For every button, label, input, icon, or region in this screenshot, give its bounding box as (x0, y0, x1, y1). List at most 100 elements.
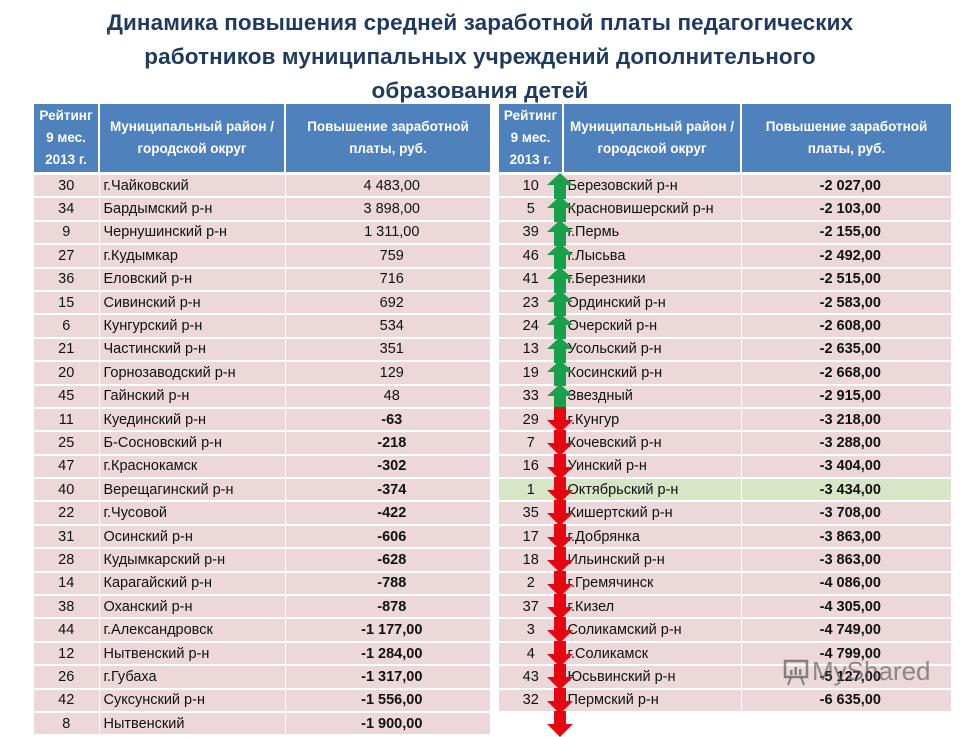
district-cell: Чернушинский р-н (99, 220, 286, 246)
rank-cell: 23 (499, 290, 564, 316)
increase-cell: -374 (285, 477, 573, 504)
table-row: 43 Юсьвинский р-н -5 127,00 (499, 665, 951, 690)
increase-cell: 129 (285, 360, 573, 387)
increase-cell: -3 708,00 (741, 501, 951, 526)
table-row: 7 Кочевский р-н -3 288,00 (499, 431, 951, 456)
increase-cell: 759 (285, 243, 573, 270)
arrow-down-icon (546, 570, 574, 597)
increase-cell: 4 483,00 (285, 173, 573, 199)
increase-value: -3 863,00 (819, 551, 881, 568)
rank-cell: 34 (34, 197, 100, 222)
district-cell: Оханский р-н (99, 595, 286, 620)
district-cell: г.Чусовой (99, 501, 286, 526)
increase-cell: -4 086,00 (741, 571, 951, 597)
district-cell: Березовский р-н (563, 173, 742, 199)
increase-cell: -3 218,00 (741, 407, 951, 433)
rank-cell: 45 (34, 384, 100, 409)
table-row: 46 г.Лысьва -2 492,00 (499, 244, 951, 269)
district-cell: Октябрьский р-н (563, 478, 742, 503)
table-row: 11 Куединский р-н -63 (34, 406, 573, 433)
district-cell: Кунгурский р-н (99, 314, 286, 339)
table-row: 31 Осинский р-н -606 (34, 523, 573, 550)
table-row: 21 Частинский р-н 351 (34, 336, 573, 363)
table-header-row: Рейтинг 9 мес. 2013 г. Муниципальный рай… (499, 104, 951, 175)
district-cell: Куединский р-н (99, 407, 286, 433)
arrow-down-icon (546, 430, 574, 457)
table-row: 33 Звездный -2 915,00 (499, 384, 951, 409)
table-row: 15 Сивинский р-н 692 (34, 289, 573, 316)
title-line-3: образования детей (371, 78, 589, 103)
arrow-down-icon (546, 453, 574, 480)
increase-value: -2 155,00 (819, 224, 881, 241)
district-cell: Бардымский р-н (99, 197, 286, 222)
district-cell: г.Александровск (99, 618, 286, 643)
increase-cell: -218 (285, 430, 573, 457)
district-cell: Б-Сосновский р-н (99, 431, 286, 456)
title-line-2: работников муниципальных учреждений допо… (144, 44, 816, 69)
arrow-up-icon (546, 336, 574, 363)
rank-cell: 15 (34, 290, 100, 316)
table-row: 34 Бардымский р-н 3 898,00 (34, 196, 573, 223)
table-row: 23 Ординский р-н -2 583,00 (499, 290, 951, 316)
district-cell: г.Губаха (99, 665, 286, 690)
rank-cell: 39 (499, 220, 564, 246)
increase-value: -2 492,00 (819, 247, 881, 264)
increase-cell: -3 863,00 (741, 548, 951, 573)
increase-value: -3 863,00 (819, 528, 881, 545)
increase-cell: -878 (285, 594, 573, 621)
rank-cell: 17 (499, 524, 564, 550)
rank-cell: 30 (34, 173, 100, 199)
increase-value: -4 086,00 (819, 575, 881, 592)
increase-value: -4 305,00 (819, 598, 881, 615)
right-table-body: 10 Березовский р-н -2 027,00 5 Красновишерск… (499, 173, 951, 714)
increase-cell: -2 583,00 (741, 290, 951, 316)
table-row: 38 Оханский р-н -878 (34, 594, 573, 621)
rank-cell: 43 (499, 665, 564, 690)
district-cell: Юсьвинский р-н (563, 665, 742, 690)
rank-cell: 42 (34, 688, 100, 714)
increase-value: -2 103,00 (819, 201, 881, 218)
rank-cell: 35 (499, 501, 564, 526)
district-cell: г.Гремячинск (563, 571, 742, 597)
district-cell: Нытвенский (99, 711, 286, 737)
increase-cell: -302 (285, 453, 573, 480)
increase-value: -788 (377, 575, 407, 592)
district-cell: г.Соликамск (563, 641, 742, 667)
rank-cell: 31 (34, 524, 100, 550)
increase-value: -1 317,00 (361, 668, 423, 685)
header-rank: Рейтинг 9 мес. 2013 г. (499, 104, 564, 175)
increase-cell: -2 515,00 (741, 267, 951, 292)
table-row: 26 г.Губаха -1 317,00 (34, 664, 573, 691)
increase-cell: -3 434,00 (741, 478, 951, 503)
rank-cell: 24 (499, 314, 564, 339)
arrow-up-icon (546, 219, 574, 246)
district-cell: Гайнский р-н (99, 384, 286, 409)
arrow-down-icon (546, 617, 574, 644)
arrow-up-icon (546, 360, 574, 387)
increase-cell: -628 (285, 547, 573, 574)
table-row: 42 Суксунский р-н -1 556,00 (34, 687, 573, 714)
increase-value: -374 (377, 481, 407, 498)
rank-cell: 38 (34, 595, 100, 620)
table-row: 25 Б-Сосновский р-н -218 (34, 430, 573, 457)
district-cell: г.Чайковский (99, 173, 286, 199)
right-ranking-table: Рейтинг 9 мес. 2013 г. Муниципальный рай… (499, 104, 951, 714)
rank-cell: 44 (34, 618, 100, 643)
district-cell: Еловский р-н (99, 267, 286, 292)
increase-value: -2 027,00 (819, 177, 881, 194)
district-cell: Очерский р-н (563, 314, 742, 339)
increase-value: -1 900,00 (361, 715, 423, 732)
increase-cell: 692 (285, 289, 573, 316)
rank-cell: 13 (499, 337, 564, 363)
table-row: 30 г.Чайковский 4 483,00 (34, 173, 573, 199)
increase-cell: 1 311,00 (285, 219, 573, 246)
increase-cell: -1 900,00 (285, 710, 573, 737)
rank-cell: 18 (499, 548, 564, 573)
table-row: 22 г.Чусовой -422 (34, 500, 573, 527)
district-cell: Красновишерский р-н (563, 197, 742, 222)
rank-cell: 19 (499, 361, 564, 386)
increase-value: 3 898,00 (363, 201, 420, 218)
district-cell: Осинский р-н (99, 524, 286, 550)
increase-value: -628 (377, 551, 407, 568)
increase-cell: -2 668,00 (741, 361, 951, 386)
